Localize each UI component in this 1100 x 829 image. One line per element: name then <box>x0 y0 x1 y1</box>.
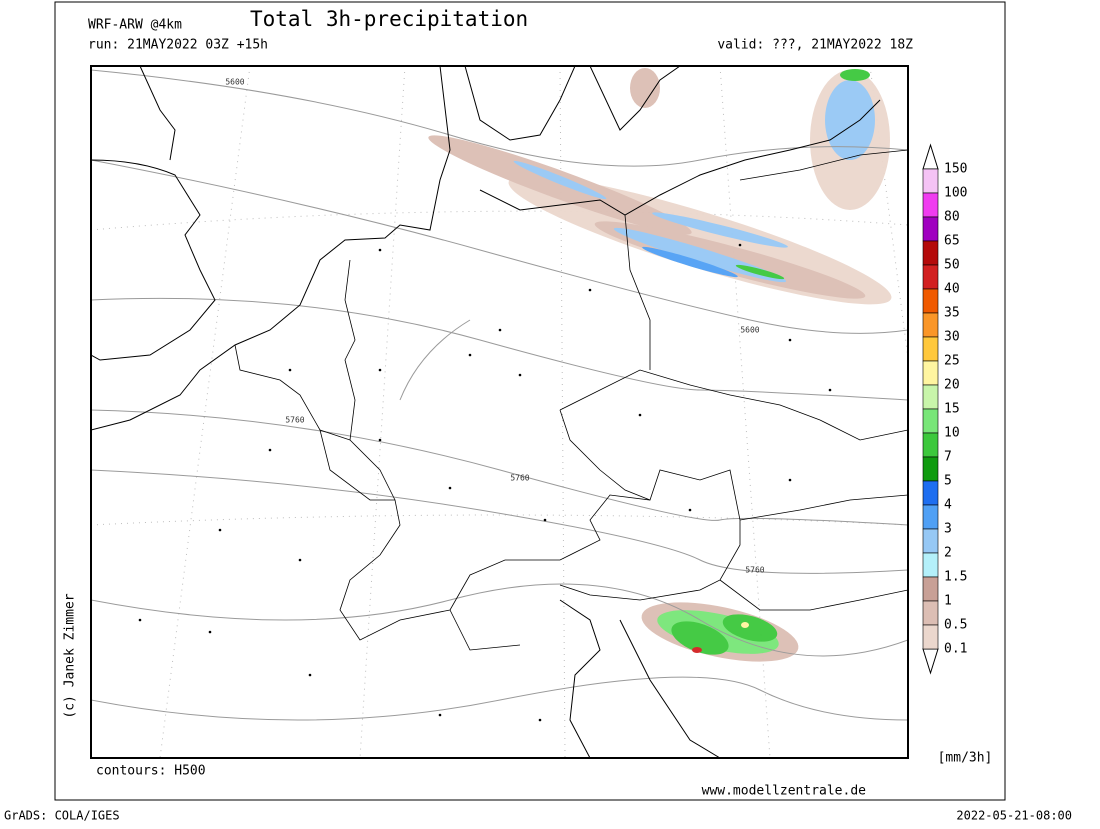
colorbar-label: 25 <box>944 354 960 369</box>
colorbar-label: 20 <box>944 378 960 393</box>
contour-label: 5760 <box>745 566 764 575</box>
colorbar-box <box>922 264 939 290</box>
colorbar-label: 150 <box>944 162 967 177</box>
colorbar-label: 10 <box>944 426 960 441</box>
colorbar-box <box>922 240 939 266</box>
map-frame <box>90 65 909 759</box>
colorbar-box <box>922 192 939 218</box>
colorbar: 150 100 80 65 50 40 35 30 25 20 15 10 7 5 4 3 2 1.5 1 0.5 0.… <box>922 143 967 675</box>
colorbar-box <box>922 168 939 194</box>
run-label: run: 21MAY2022 03Z +15h <box>88 38 268 53</box>
colorbar-box <box>922 504 939 530</box>
colorbar-label: 1.5 <box>944 570 967 585</box>
colorbar-label: 7 <box>944 450 952 465</box>
borders <box>234 149 908 651</box>
colorbar-box <box>922 408 939 434</box>
colorbar-label: 2 <box>944 546 952 561</box>
h500-contours <box>91 69 908 721</box>
colorbar-label: 3 <box>944 522 952 537</box>
map: 5600 5600 5760 5760 5760 <box>90 65 909 759</box>
city-dots <box>138 243 832 722</box>
colorbar-label: 50 <box>944 258 960 273</box>
colorbar-label: 35 <box>944 306 960 321</box>
colorbar-box <box>922 288 939 314</box>
contour-label: 5760 <box>510 474 529 483</box>
colorbar-label: 30 <box>944 330 960 345</box>
colorbar-box <box>922 480 939 506</box>
contour-label: 5600 <box>740 326 759 335</box>
contour-label: 5600 <box>225 78 244 87</box>
colorbar-label: 40 <box>944 282 960 297</box>
grads-label: GrADS: COLA/IGES <box>4 809 120 823</box>
colorbar-box <box>922 552 939 578</box>
coastlines <box>91 66 881 758</box>
colorbar-box <box>922 576 939 602</box>
colorbar-label: 4 <box>944 498 952 513</box>
colorbar-box <box>922 600 939 626</box>
colorbar-box <box>922 216 939 242</box>
colorbar-box <box>922 456 939 482</box>
colorbar-label: 65 <box>944 234 960 249</box>
colorbar-label: 5 <box>944 474 952 489</box>
graticule <box>91 66 908 758</box>
colorbar-label: 1 <box>944 594 952 609</box>
valid-label: valid: ???, 21MAY2022 18Z <box>717 38 913 53</box>
unit-label: [mm/3h] <box>938 751 993 766</box>
colorbar-box <box>922 528 939 554</box>
colorbar-box <box>922 432 939 458</box>
website: www.modellzentrale.de <box>702 784 867 799</box>
copyright: (c) Janek Zimmer <box>63 593 78 718</box>
model-label: WRF-ARW @4km <box>88 18 182 33</box>
colorbar-label: 0.1 <box>944 642 967 657</box>
title: Total 3h-precipitation <box>250 7 528 31</box>
contour-labels: 5600 5600 5760 5760 5760 <box>225 78 764 575</box>
colorbar-label: 100 <box>944 186 967 201</box>
colorbar-box <box>922 624 939 650</box>
colorbar-box <box>922 312 939 338</box>
colorbar-label: 0.5 <box>944 618 967 633</box>
colorbar-box <box>922 384 939 410</box>
colorbar-box <box>922 360 939 386</box>
colorbar-box <box>922 336 939 362</box>
timestamp: 2022-05-21-08:00 <box>956 809 1072 823</box>
contour-label: 5760 <box>285 416 304 425</box>
contours-label: contours: H500 <box>96 764 206 779</box>
colorbar-label: 15 <box>944 402 960 417</box>
colorbar-label: 80 <box>944 210 960 225</box>
precipitation <box>428 68 892 662</box>
